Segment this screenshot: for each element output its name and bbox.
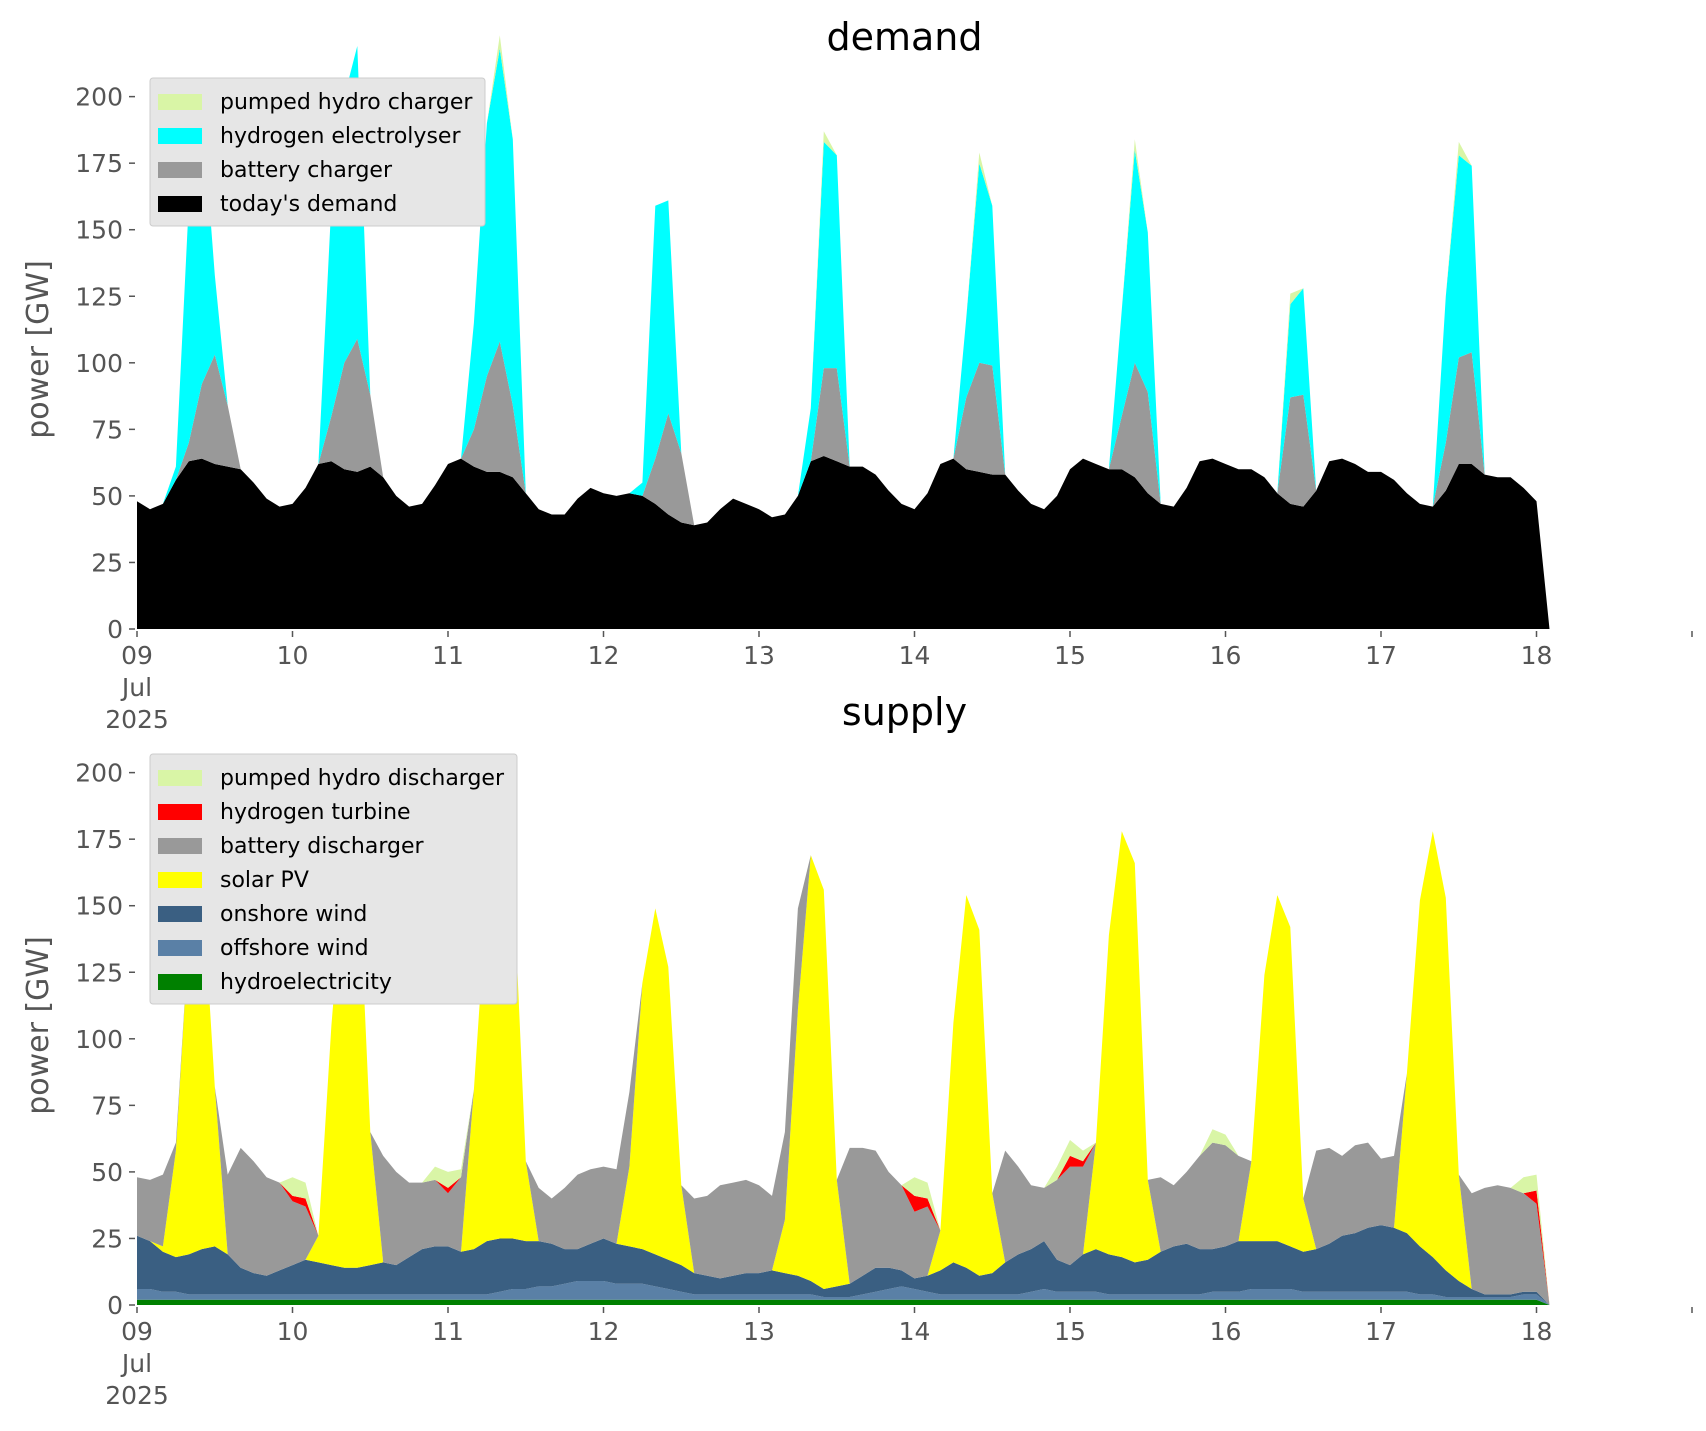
- y-axis-label: power [GW]: [21, 260, 56, 439]
- legend-label-onshore-wind: onshore wind: [220, 902, 367, 927]
- legend-swatch-pumped-hydro-discharger: [158, 770, 202, 786]
- y-tick-label: 125: [75, 282, 123, 311]
- x-tick-label: Jul: [120, 1349, 152, 1378]
- x-tick-label: 12: [588, 641, 620, 670]
- area-offshore-wind: [137, 1281, 1692, 1305]
- x-tick-label: 13: [743, 641, 775, 670]
- x-tick-label: 18: [1521, 1317, 1553, 1346]
- y-tick-label: 150: [75, 216, 123, 245]
- supply-chart: supply power [GW] 0 25 50 75 100 125 150 175 200 09…: [21, 690, 1693, 1410]
- area-solar-pv: [137, 812, 1692, 1305]
- x-tick-label: 2025: [105, 705, 169, 734]
- x-tick-label: 17: [1365, 641, 1397, 670]
- legend-label-battery-discharger: battery discharger: [220, 834, 425, 859]
- y-tick-label: 0: [107, 615, 123, 644]
- legend-swatch-onshore-wind: [158, 906, 202, 922]
- area-battery-discharger: [137, 812, 1692, 1305]
- y-tick-label: 25: [91, 548, 123, 577]
- legend-label-solar-pv: solar PV: [220, 868, 309, 893]
- x-tick-label: 14: [899, 641, 931, 670]
- y-tick-label: 100: [75, 1025, 123, 1054]
- area-onshore-wind: [137, 1225, 1692, 1305]
- y-tick-label: 175: [75, 825, 123, 854]
- legend-label-pumped-hydro-charger: pumped hydro charger: [220, 90, 473, 115]
- legend-swatch-solar-pv: [158, 872, 202, 888]
- x-tick-label: Jul: [120, 673, 152, 702]
- area-hydrogen-turbine: [137, 812, 1692, 1305]
- legend-swatch-offshore-wind: [158, 940, 202, 956]
- legend-swatch-hydrogen-electrolyser: [158, 128, 202, 144]
- x-tick-label: 10: [277, 641, 309, 670]
- x-tick-label: 15: [1054, 1317, 1086, 1346]
- y-tick-label: 0: [107, 1291, 123, 1320]
- legend-label-offshore-wind: offshore wind: [220, 936, 369, 961]
- x-tick-label: 11: [432, 641, 464, 670]
- legend-label-today-s-demand: today's demand: [220, 192, 397, 217]
- demand-chart: demand power [GW] 0 25 50 75 100 125 150 175 200 09…: [21, 15, 1693, 734]
- y-tick-label: 100: [75, 349, 123, 378]
- area-battery-charger: [137, 338, 1692, 629]
- legend-box: [149, 77, 486, 227]
- legend-swatch-battery-discharger: [158, 838, 202, 854]
- legend-label-pumped-hydro-discharger: pumped hydro discharger: [220, 766, 505, 791]
- y-tick-label: 125: [75, 958, 123, 987]
- y-tick-label: 50: [91, 1158, 123, 1187]
- x-tick-label: 09: [121, 1317, 153, 1346]
- x-tick-label: 16: [1210, 1317, 1242, 1346]
- y-axis-label: power [GW]: [21, 936, 56, 1115]
- chart-title: demand: [826, 15, 982, 59]
- x-tick-label: 14: [899, 1317, 931, 1346]
- legend-swatch-battery-charger: [158, 162, 202, 178]
- y-tick-label: 75: [91, 415, 123, 444]
- x-tick-label: 15: [1054, 641, 1086, 670]
- area-hydroelectricity: [137, 1299, 1692, 1305]
- y-tick-label: 50: [91, 482, 123, 511]
- chart-title: supply: [842, 690, 967, 734]
- legend-box: [149, 753, 518, 1005]
- y-tick-label: 175: [75, 149, 123, 178]
- y-tick-label: 200: [75, 83, 123, 112]
- y-tick-label: 200: [75, 759, 123, 788]
- y-tick-label: 75: [91, 1091, 123, 1120]
- legend-label-hydrogen-electrolyser: hydrogen electrolyser: [220, 124, 461, 149]
- legend-label-battery-charger: battery charger: [220, 158, 393, 183]
- legend-swatch-hydroelectricity: [158, 974, 202, 990]
- y-tick-label: 25: [91, 1224, 123, 1253]
- x-tick-label: 17: [1365, 1317, 1397, 1346]
- legend-swatch-today-s-demand: [158, 196, 202, 212]
- x-tick-label: 10: [277, 1317, 309, 1346]
- x-tick-label: 13: [743, 1317, 775, 1346]
- x-tick-label: 18: [1521, 641, 1553, 670]
- x-tick-label: 16: [1210, 641, 1242, 670]
- legend-swatch-pumped-hydro-charger: [158, 94, 202, 110]
- x-tick-label: 2025: [105, 1381, 169, 1410]
- legend-label-hydroelectricity: hydroelectricity: [220, 970, 392, 995]
- y-tick-label: 150: [75, 892, 123, 921]
- legend-label-hydrogen-turbine: hydrogen turbine: [220, 800, 411, 825]
- x-tick-label: 11: [432, 1317, 464, 1346]
- x-tick-label: 09: [121, 641, 153, 670]
- area-today-s-demand: [137, 456, 1692, 629]
- x-tick-label: 12: [588, 1317, 620, 1346]
- legend-swatch-hydrogen-turbine: [158, 804, 202, 820]
